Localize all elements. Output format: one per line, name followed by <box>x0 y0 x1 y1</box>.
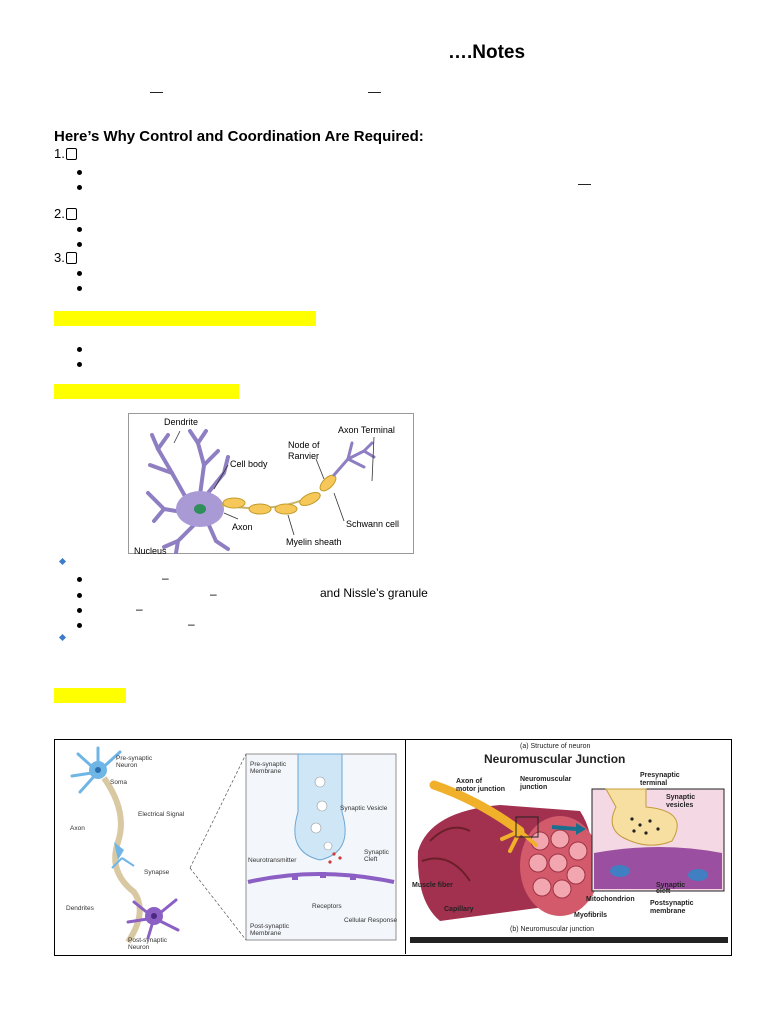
bullet-icon <box>77 170 82 175</box>
label-postsynaptic-neuron: Neuron <box>128 944 150 951</box>
figure-divider <box>405 739 406 954</box>
highlight-bar <box>54 384 239 399</box>
bullet-icon <box>77 608 82 613</box>
label-cellular-response: Cellular Response <box>344 917 397 924</box>
neuron-diagram: Dendrite Axon Terminal Node of Ranvier C… <box>128 413 414 554</box>
label-synaptic-vesicle: Synaptic Vesicle <box>340 805 388 812</box>
label-synaptic-cleft: Synaptic <box>656 882 685 889</box>
label-synaptic-vesicles: Synaptic <box>666 794 695 801</box>
label-axon-of-motor: Axon of <box>456 778 483 785</box>
label-synaptic-vesicles: vesicles <box>666 802 693 809</box>
numbered-item-1: 1. <box>54 146 77 161</box>
label-presynaptic-membrane: Membrane <box>250 768 281 775</box>
neuromuscular-junction-diagram: (a) Structure of neuron Neuromuscular Ju… <box>410 741 728 943</box>
label-receptors: Receptors <box>312 903 342 910</box>
label-presynaptic-neuron: Neuron <box>116 762 138 769</box>
bullet-icon <box>77 227 82 232</box>
page-title: ….Notes <box>448 42 526 63</box>
label-synapse: Synapse <box>144 869 170 876</box>
label-schwann-cell: Schwann cell <box>346 519 399 529</box>
label-cell-body: Cell body <box>230 459 268 469</box>
label-axon-terminal: Axon Terminal <box>338 425 395 435</box>
checkbox-glyph-icon <box>65 207 77 220</box>
label-muscle-fiber: Muscle fiber <box>412 882 453 889</box>
intro-dash-1: — <box>150 84 163 99</box>
diamond-bullet-icon <box>58 557 67 566</box>
label-presynaptic-terminal: Presynaptic <box>640 772 680 779</box>
label-axon-of-motor: motor junction <box>456 786 505 793</box>
line-dash: — <box>578 176 591 191</box>
label-node-of-ranvier: Ranvier <box>288 451 319 461</box>
label-mitochondrion: Mitochondrion <box>586 896 635 903</box>
bullet-icon <box>77 347 82 352</box>
checkbox-glyph-icon <box>65 147 77 160</box>
label-presynaptic-neuron: Pre-synaptic <box>116 755 153 762</box>
label-presynaptic-membrane: Pre-synaptic <box>250 761 287 768</box>
number-label: 2. <box>54 206 65 221</box>
label-presynaptic-terminal: terminal <box>640 780 667 787</box>
label-capillary: Capillary <box>444 906 474 913</box>
label-neuromuscular-junction: Neuromuscular <box>520 776 572 783</box>
label-nmj-title: Neuromuscular Junction <box>484 752 625 766</box>
label-neurotransmitter: Neurotransmitter <box>248 857 297 864</box>
section-heading: Here’s Why Control and Coordination Are … <box>54 128 424 145</box>
diamond-bullet-icon <box>58 633 67 642</box>
label-postsynaptic-neuron: Post-synaptic <box>128 937 168 944</box>
numbered-item-3: 3. <box>54 250 77 265</box>
synapse-diagram: Pre-synaptic Neuron Soma Electrical Sign… <box>66 746 397 951</box>
number-label: 3. <box>54 250 65 265</box>
label-dendrite: Dendrite <box>164 417 198 427</box>
label-synaptic-cleft: Synaptic <box>364 849 390 856</box>
label-postsynaptic-membrane: Postsynaptic <box>650 900 694 907</box>
label-synaptic-cleft: cleft <box>656 888 671 895</box>
label-axon: Axon <box>232 522 253 532</box>
highlight-bar <box>54 311 316 326</box>
bullet-icon <box>77 593 82 598</box>
label-postsynaptic-membrane: membrane <box>650 908 686 915</box>
part-dash: – <box>188 617 195 631</box>
label-nmj-caption: (b) Neuromuscular junction <box>510 926 594 933</box>
synapse-figure-frame <box>54 739 732 956</box>
label-nucleus: Nucleus <box>134 546 167 554</box>
bullet-icon <box>77 623 82 628</box>
label-myelin-sheath: Myelin sheath <box>286 537 342 547</box>
highlight-bar <box>54 688 126 703</box>
bullet-icon <box>77 242 82 247</box>
part-dash: – <box>136 602 143 616</box>
label-dendrites: Dendrites <box>66 905 95 912</box>
bullet-icon <box>77 185 82 190</box>
bullet-icon <box>77 271 82 276</box>
label-myofibrils: Myofibrils <box>574 912 607 919</box>
part-dash: – <box>162 571 169 585</box>
label-soma: Soma <box>110 779 127 786</box>
label-axon: Axon <box>70 825 85 832</box>
label-node-of-ranvier: Node of <box>288 440 320 450</box>
bullet-icon <box>77 362 82 367</box>
label-neuromuscular-junction: junction <box>519 784 547 791</box>
intro-dash-2: — <box>368 84 381 99</box>
number-label: 1. <box>54 146 65 161</box>
nissl-granule-text: and Nissle’s granule <box>320 586 428 600</box>
numbered-item-2: 2. <box>54 206 77 221</box>
label-synaptic-cleft: Cleft <box>364 856 378 863</box>
bullet-icon <box>77 286 82 291</box>
label-postsynaptic-membrane: Membrane <box>250 930 281 937</box>
label-postsynaptic-membrane: Post-synaptic <box>250 923 290 930</box>
label-electrical-signal: Electrical Signal <box>138 811 185 818</box>
label-structure-caption: (a) Structure of neuron <box>520 743 591 750</box>
checkbox-glyph-icon <box>65 251 77 264</box>
part-dash: – <box>210 587 217 601</box>
bullet-icon <box>77 577 82 582</box>
